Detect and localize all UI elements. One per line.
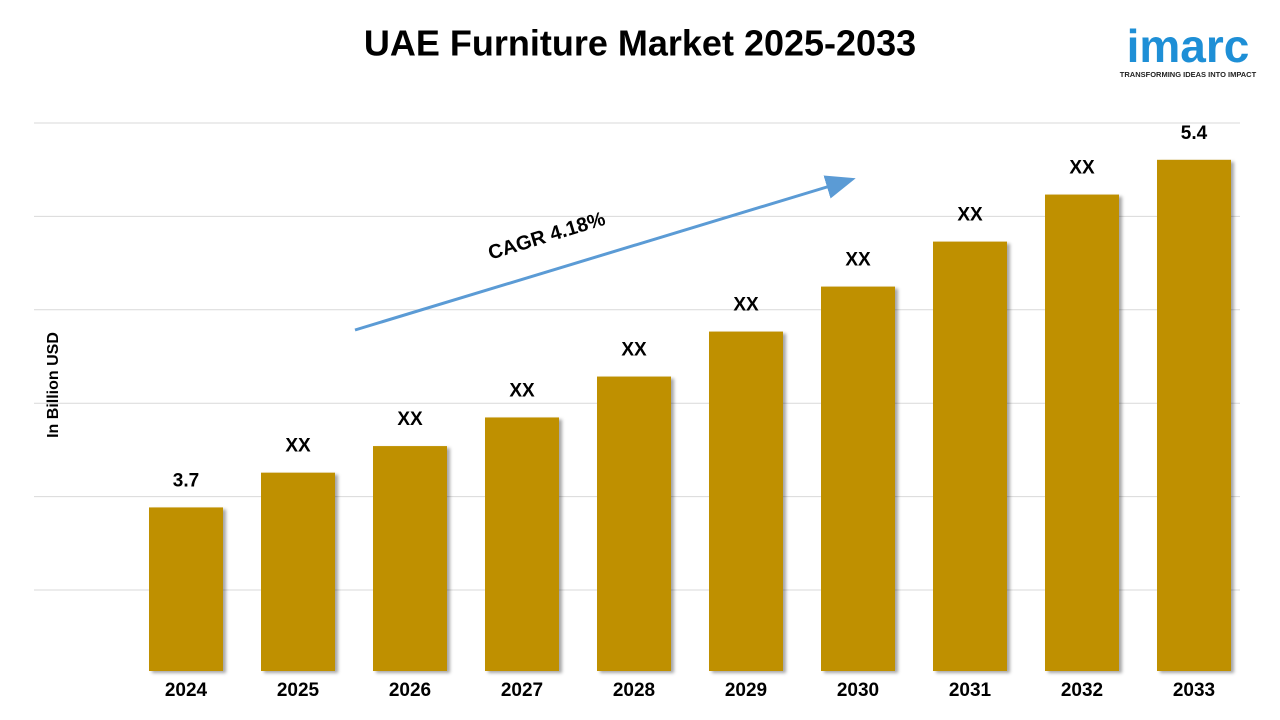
value-label: XX [1069, 158, 1095, 179]
y-axis-label: In Billion USD [45, 332, 62, 438]
x-tick-label: 2032 [1061, 680, 1103, 701]
value-label: XX [957, 205, 983, 226]
bar [485, 417, 559, 671]
value-label: XX [509, 380, 535, 401]
logo: imarc [1127, 20, 1250, 72]
x-tick-label: 2025 [277, 680, 320, 701]
x-tick-label: 2033 [1173, 680, 1215, 701]
value-label: XX [285, 436, 311, 457]
x-tick-label: 2029 [725, 680, 767, 701]
value-label: XX [621, 340, 647, 361]
bar [1045, 194, 1119, 671]
x-tick-label: 2030 [837, 680, 879, 701]
bar [821, 286, 895, 671]
value-label: 3.7 [173, 470, 199, 491]
bar [1157, 159, 1231, 671]
bar [933, 241, 1007, 671]
bar [709, 331, 783, 671]
bar [597, 376, 671, 671]
value-label: 5.4 [1181, 123, 1208, 144]
value-label: XX [733, 295, 759, 316]
cagr-arrow [354, 175, 856, 332]
bar [149, 507, 223, 671]
chart-title: UAE Furniture Market 2025-2033 [364, 23, 916, 64]
value-label: XX [397, 409, 423, 430]
x-tick-label: 2031 [949, 680, 992, 701]
bar [373, 446, 447, 671]
x-tick-label: 2028 [613, 680, 655, 701]
value-label: XX [845, 250, 871, 271]
x-tick-label: 2024 [165, 680, 208, 701]
bar [261, 472, 335, 671]
x-tick-label: 2026 [389, 680, 431, 701]
logo-tagline: TRANSFORMING IDEAS INTO IMPACT [1120, 70, 1257, 79]
x-tick-label: 2027 [501, 680, 543, 701]
